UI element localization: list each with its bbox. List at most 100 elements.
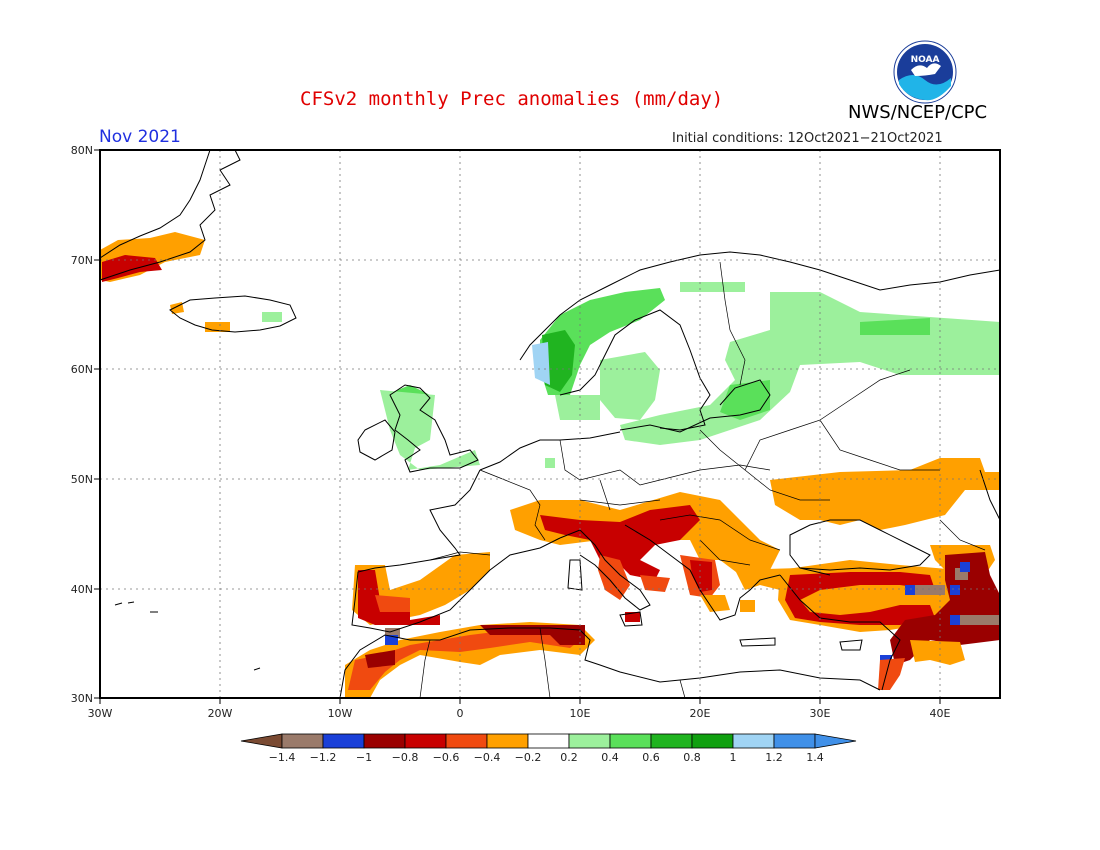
border-balkans xyxy=(659,514,781,566)
initial-conditions: Initial conditions: 12Oct2021−21Oct2021 xyxy=(672,131,943,146)
border-africa xyxy=(419,627,686,699)
anomaly-norway-strong xyxy=(542,330,575,392)
anomaly-norway-extreme xyxy=(532,342,550,385)
lon-labels: 30W 20W 10W 0 10E 20E 30E 40E xyxy=(88,707,951,720)
border-russia-east xyxy=(819,369,986,551)
lat-label: 70N xyxy=(71,254,93,267)
colorbar-swatch xyxy=(609,733,652,749)
colorbar-label: −1.2 xyxy=(310,751,337,764)
anomaly-balkans-strong xyxy=(625,560,712,622)
coast-iceland xyxy=(169,295,297,333)
lon-label: 0 xyxy=(457,707,464,720)
colorbar-arrow-right xyxy=(814,733,857,749)
coast-britain xyxy=(389,384,479,473)
colorbar-swatch xyxy=(363,733,406,749)
lon-label: 40E xyxy=(930,707,951,720)
coast-crete xyxy=(739,637,776,647)
coast-blacksea xyxy=(789,519,931,571)
map-border xyxy=(99,149,1001,699)
lat-label: 40N xyxy=(71,583,93,596)
anomaly-russia-wet xyxy=(620,282,1000,445)
colorbar-swatch xyxy=(445,733,488,749)
coast-italy xyxy=(559,529,651,627)
colorbar-label: 0.6 xyxy=(642,751,660,764)
lat-label: 50N xyxy=(71,473,93,486)
colorbar: −1.4 −1.2 −1 −0.8 −0.6 −0.4 −0.2 0.2 0.4 0.6 0.8 1 1… xyxy=(240,733,857,764)
coast-ireland xyxy=(357,419,396,461)
colorbar-label: 0.4 xyxy=(601,751,619,764)
colorbar-label: −0.2 xyxy=(515,751,542,764)
colorbar-swatch xyxy=(322,733,365,749)
noaa-logo-icon: NOAA xyxy=(893,40,957,104)
lat-labels: 30N 40N 50N 60N 70N 80N xyxy=(71,144,93,705)
anomaly-levant-dry xyxy=(910,640,965,665)
colorbar-label: −0.8 xyxy=(392,751,419,764)
coast-scandinavia xyxy=(519,251,1001,431)
colorbar-label: 1 xyxy=(730,751,737,764)
colorbar-label: 0.2 xyxy=(560,751,578,764)
colorbar-label: 0.8 xyxy=(683,751,701,764)
coast-turkey xyxy=(779,567,901,691)
anomaly-britain-weak xyxy=(380,390,480,470)
colorbar-arrow-left xyxy=(240,733,283,749)
colorbar-swatch xyxy=(486,733,529,749)
coast-caspian xyxy=(979,469,1001,521)
coast-greenland xyxy=(99,149,241,281)
colorbar-swatch xyxy=(404,733,447,749)
agency-label: NWS/NCEP/CPC xyxy=(848,102,988,123)
border-central xyxy=(559,439,771,511)
anomaly-ukraine-dry xyxy=(770,458,1000,530)
border-finland xyxy=(719,261,746,386)
logo-text: NOAA xyxy=(911,55,940,65)
anomaly-greenland-strong xyxy=(102,255,162,282)
colorbar-swatch xyxy=(568,733,611,749)
country-borders xyxy=(419,261,986,699)
valid-month: Nov 2021 xyxy=(99,127,181,147)
anomaly-iberia-mid xyxy=(375,595,410,612)
coast-continent-west xyxy=(351,431,621,633)
figure-title: CFSv2 monthly Prec anomalies (mm/day) xyxy=(300,88,724,110)
coast-cyprus xyxy=(839,639,863,651)
anomaly-denmark-wet xyxy=(545,395,600,468)
colorbar-label: −1 xyxy=(356,751,372,764)
anomaly-turkey-strong xyxy=(785,572,935,625)
colorbar-label: −0.4 xyxy=(474,751,501,764)
colorbar-swatch xyxy=(527,733,570,749)
colorbar-label: 1.4 xyxy=(806,751,824,764)
colorbar-swatch xyxy=(650,733,693,749)
lon-label: 10E xyxy=(570,707,591,720)
coast-north-africa xyxy=(339,627,881,699)
anomaly-iceland-wet xyxy=(262,312,282,322)
gridlines xyxy=(100,150,1000,698)
anomaly-caucasus-brown xyxy=(905,568,1000,625)
lon-label: 20W xyxy=(208,707,233,720)
anomaly-sweden-wet xyxy=(600,352,660,420)
lon-label: 30W xyxy=(88,707,113,720)
anomaly-gibraltar-blue xyxy=(385,635,398,645)
colorbar-swatch xyxy=(691,733,734,749)
anomaly-levant-mid xyxy=(878,658,905,690)
lat-label: 30N xyxy=(71,692,93,705)
anomaly-caucasus-strong xyxy=(890,552,1000,665)
lon-label: 30E xyxy=(810,707,831,720)
anomaly-iceland-dry xyxy=(170,302,230,332)
lat-label: 60N xyxy=(71,363,93,376)
colorbar-swatch xyxy=(281,733,324,749)
lat-label: 80N xyxy=(71,144,93,157)
colorbar-label: 1.2 xyxy=(765,751,783,764)
anomaly-iberia-strong xyxy=(358,570,440,625)
coast-balkans xyxy=(624,524,781,621)
colorbar-label: −0.6 xyxy=(433,751,460,764)
coast-azores xyxy=(114,601,261,671)
anomaly-alps-dry xyxy=(510,492,780,575)
border-east xyxy=(699,419,940,501)
axis-ticks xyxy=(94,149,941,704)
anomaly-russia-mid xyxy=(720,318,930,420)
colorbar-swatch xyxy=(732,733,775,749)
colorbar-label: −1.4 xyxy=(269,751,296,764)
anomaly-field xyxy=(100,232,1000,698)
coastlines xyxy=(99,149,1001,699)
colorbar-swatch xyxy=(773,733,816,749)
lon-label: 20E xyxy=(690,707,711,720)
